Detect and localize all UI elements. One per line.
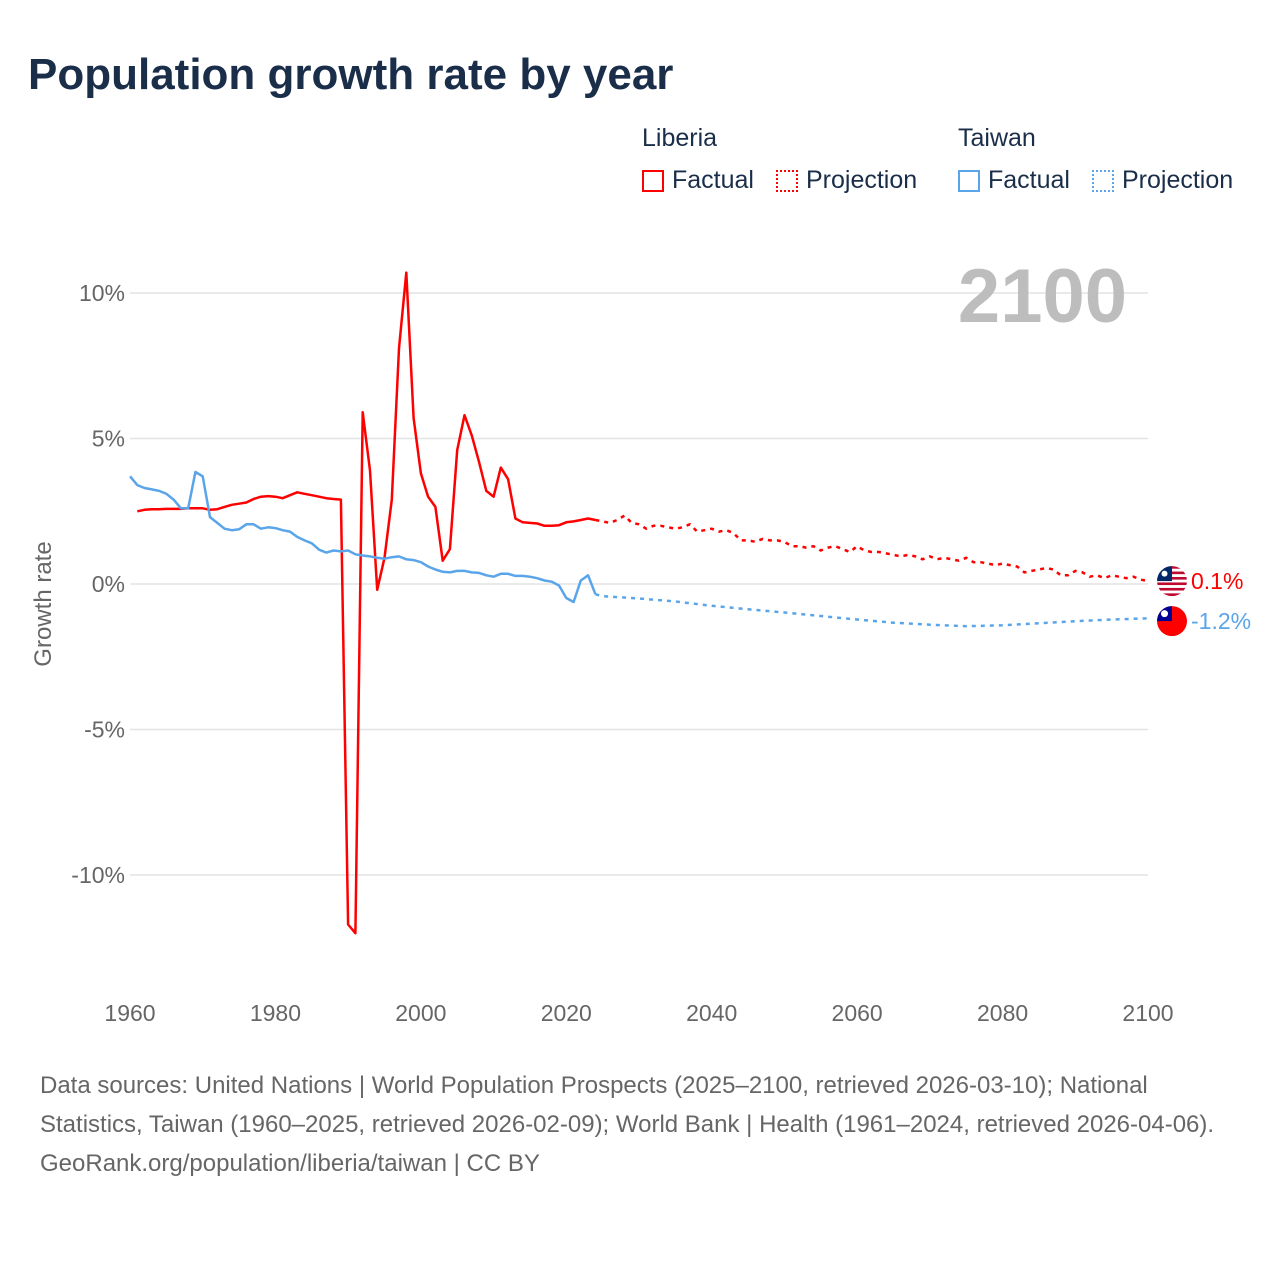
legend-item-liberia-projection[interactable]: Projection (776, 166, 917, 195)
legend-item-taiwan-projection[interactable]: Projection (1092, 166, 1233, 195)
taiwan-flag-icon (1157, 606, 1187, 637)
data-sources: Data sources: United Nations | World Pop… (40, 1072, 1215, 1138)
y-axis-label: Growth rate (30, 541, 57, 666)
y-tick-label: 5% (92, 426, 125, 452)
taiwan-factual-line (129, 470, 597, 604)
legend-item-taiwan-factual[interactable]: Factual (958, 166, 1070, 195)
liberia-flag-icon (1157, 566, 1187, 597)
liberia-factual-line (137, 271, 596, 935)
liberia-projection-line (595, 514, 1149, 583)
x-tick-label: 1980 (250, 1000, 301, 1026)
y-tick-label: -5% (84, 717, 125, 743)
y-tick-label: -10% (71, 862, 125, 888)
credit-link[interactable]: GeoRank.org/population/liberia/taiwan | … (40, 1150, 540, 1177)
end-value-label: -1.2% (1191, 608, 1251, 634)
page-title: Population growth rate by year (28, 50, 674, 99)
x-tick-label: 2080 (977, 1000, 1028, 1026)
end-value-label: 0.1% (1191, 568, 1243, 594)
legend-swatch-solid (958, 169, 980, 192)
footer: Data sources: United Nations | World Pop… (40, 1066, 1250, 1183)
x-tick-label: 1960 (104, 1000, 155, 1026)
x-tick-label: 2100 (1122, 1000, 1173, 1026)
year-label: 2100 (958, 254, 1127, 339)
x-tick-label: 2020 (541, 1000, 592, 1026)
legend-label: Projection (1122, 166, 1234, 194)
legend-swatch-dotted (1092, 169, 1114, 192)
legend-label: Factual (988, 166, 1070, 194)
x-tick-label: 2060 (832, 1000, 883, 1026)
legend-swatch-solid (642, 169, 664, 192)
legend-group-taiwan: Taiwan (958, 124, 1036, 152)
y-tick-label: 0% (92, 571, 125, 597)
x-tick-label: 2040 (686, 1000, 737, 1026)
y-tick-label: 10% (79, 280, 125, 306)
legend-group-liberia: Liberia (642, 124, 718, 152)
x-tick-label: 2000 (395, 1000, 446, 1026)
legend-item-liberia-factual[interactable]: Factual (642, 166, 754, 195)
legend-label: Projection (806, 166, 918, 194)
legend-swatch-dotted (776, 169, 798, 192)
legend-label: Factual (672, 166, 754, 194)
plot-area: 10% 5% 0% -5% -10% 1960 1980 2000 2020 2040 2060 20… (30, 254, 1251, 1026)
taiwan-projection-line (595, 592, 1149, 628)
